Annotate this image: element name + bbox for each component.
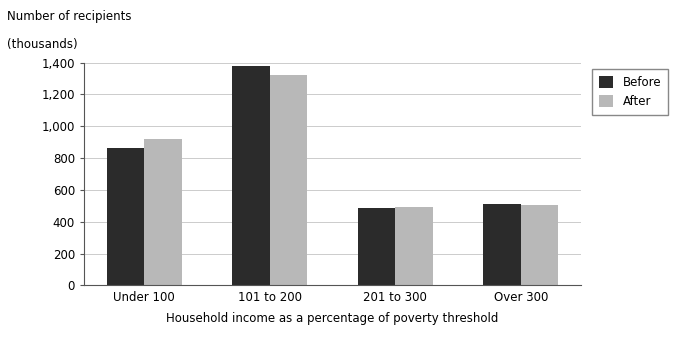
Bar — [106, 148, 144, 285]
Bar — [395, 207, 433, 285]
Bar — [483, 204, 521, 285]
Bar — [358, 208, 395, 285]
X-axis label: Household income as a percentage of poverty threshold: Household income as a percentage of pove… — [167, 312, 498, 325]
Bar — [144, 139, 182, 285]
Legend: Before, After: Before, After — [592, 69, 668, 115]
Bar — [270, 76, 307, 285]
Text: Number of recipients: Number of recipients — [7, 10, 132, 23]
Bar — [521, 205, 559, 285]
Bar — [232, 66, 270, 285]
Text: (thousands): (thousands) — [7, 38, 78, 51]
